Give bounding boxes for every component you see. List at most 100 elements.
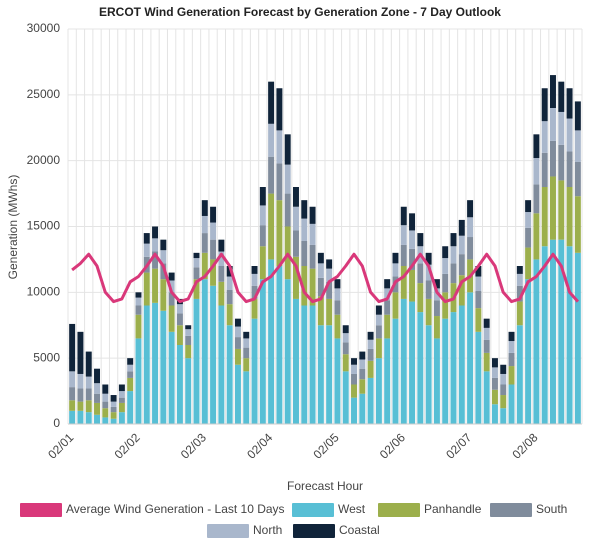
bar-segment (226, 276, 233, 290)
bar-segment (558, 111, 565, 145)
bar-segment (508, 331, 515, 342)
bar-segment (268, 156, 275, 194)
bar-segment (152, 226, 159, 239)
bar-segment (574, 130, 581, 162)
bar-segment (301, 266, 308, 306)
bar-segment (500, 364, 507, 374)
bar-segment (500, 395, 507, 409)
bar-segment (143, 272, 150, 306)
bar-segment (284, 193, 291, 227)
bar-segment (566, 88, 573, 119)
legend-label: Average Wind Generation - Last 10 Days (66, 502, 285, 516)
bar-segment (234, 318, 241, 327)
bar-segment (359, 368, 366, 380)
bar-segment (541, 88, 548, 122)
bar-segment (259, 187, 266, 206)
bar-segment (69, 387, 76, 401)
bar-segment (566, 187, 573, 247)
bar-segment (467, 237, 474, 260)
y-tick-label: 0 (53, 416, 60, 430)
bar-segment (160, 279, 167, 311)
bar-segment (102, 417, 109, 424)
bar-segment (317, 277, 324, 297)
bar-segment (351, 358, 358, 365)
bar-segment (292, 187, 299, 207)
bar-segment (458, 235, 465, 255)
bar-segment (392, 292, 399, 319)
bar-segment (317, 325, 324, 424)
bar-segment (127, 358, 134, 365)
bar-segment (218, 266, 225, 282)
bar-segment (85, 400, 92, 413)
bar-segment (251, 273, 258, 286)
bar-segment (77, 373, 84, 389)
bar-segment (276, 200, 283, 266)
bar-segment (143, 243, 150, 257)
bar-segment (475, 276, 482, 292)
bar-segment (210, 222, 217, 240)
bar-segment (94, 402, 101, 415)
y-tick-label: 5000 (33, 350, 60, 364)
bar-segment (574, 101, 581, 131)
y-tick-label: 30000 (27, 21, 61, 35)
bar-segment (226, 289, 233, 305)
bar-segment (201, 215, 208, 234)
legend-swatch (20, 503, 62, 517)
bar-segment (326, 298, 333, 326)
bar-segment (176, 325, 183, 345)
bar-segment (317, 296, 324, 326)
bar-segment (533, 184, 540, 214)
bar-segment (475, 331, 482, 424)
x-tick-label: 02/05 (311, 430, 342, 461)
bar-segment (292, 256, 299, 299)
bar-segment (85, 376, 92, 389)
bar-segment (317, 263, 324, 278)
bar-segment (152, 251, 159, 269)
bar-segment (334, 338, 341, 424)
bar-segment (359, 351, 366, 360)
bar-segment (450, 233, 457, 247)
bar-segment (226, 325, 233, 424)
bar-segment (218, 281, 225, 306)
bar-segment (102, 408, 109, 418)
legend-label: Coastal (339, 523, 380, 537)
bar-segment (118, 391, 125, 398)
bar-segment (500, 408, 507, 424)
bar-segment (268, 123, 275, 157)
bar-segment (425, 325, 432, 424)
bar-segment (483, 339, 490, 353)
bar-segment (574, 252, 581, 424)
bar-segment (491, 404, 498, 424)
bar-segment (549, 75, 556, 108)
x-tick-label: 02/02 (112, 430, 143, 461)
bar-segment (342, 325, 349, 334)
x-axis-title: Forecast Hour (287, 479, 363, 493)
bar-segment (533, 134, 540, 159)
bar-segment (558, 144, 565, 181)
bar-segment (94, 414, 101, 424)
bar-segment (326, 281, 333, 299)
bar-segment (259, 279, 266, 424)
bar-segment (185, 335, 192, 345)
bar-segment (168, 331, 175, 424)
bar-segment (367, 331, 374, 340)
bar-segment (168, 292, 175, 306)
bar-segment (384, 288, 391, 301)
bar-segment (243, 358, 250, 372)
chart-title: ERCOT Wind Generation Forecast by Genera… (99, 5, 501, 19)
legend-swatch (378, 503, 420, 517)
bar-segment (234, 348, 241, 365)
bar-segment (326, 325, 333, 424)
bar-segment (110, 406, 117, 413)
x-tick-label: 02/07 (443, 430, 474, 461)
legend-swatch (292, 503, 334, 517)
bar-segment (226, 304, 233, 326)
bar-segment (193, 267, 200, 280)
x-tick-label: 02/06 (377, 430, 408, 461)
bar-segment (450, 263, 457, 284)
bar-segment (317, 252, 324, 264)
bar-segment (309, 206, 316, 224)
bar-segment (309, 223, 316, 245)
y-axis-title: Generation (MWhs) (6, 175, 20, 280)
bar-segment (193, 279, 200, 299)
